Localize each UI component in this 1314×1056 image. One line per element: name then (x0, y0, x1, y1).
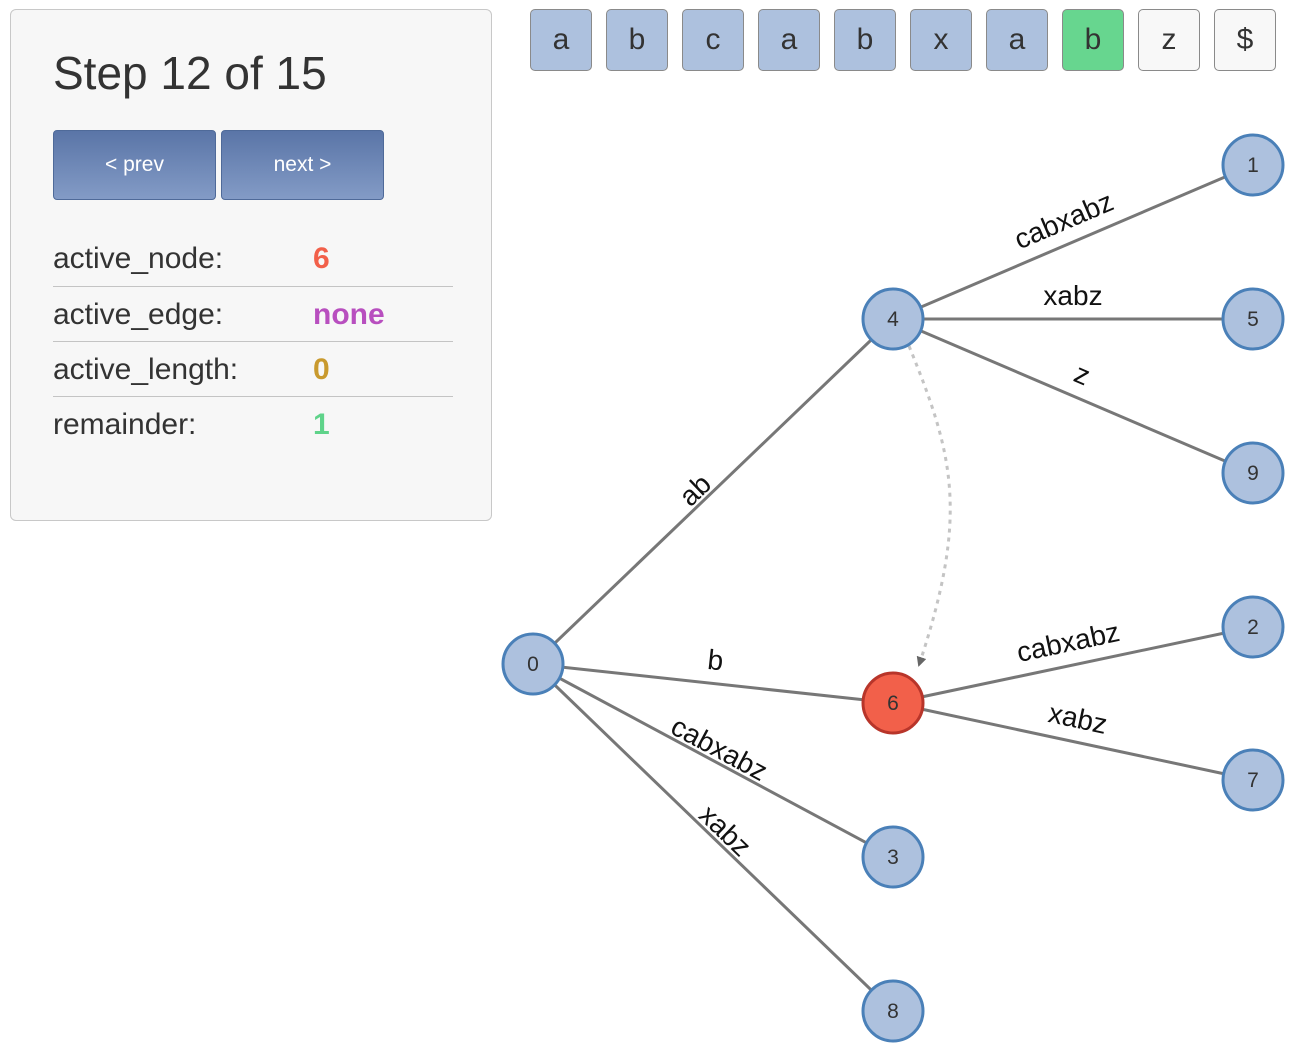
node-label: 6 (887, 692, 899, 715)
tape-cell-current: b (1062, 9, 1124, 71)
node-label: 0 (527, 653, 539, 676)
edge-label: xabz (693, 799, 757, 862)
edge-label: xabz (1043, 280, 1102, 311)
tape-cell: a (758, 9, 820, 71)
tree-edge (532, 662, 894, 859)
node-circle (1221, 595, 1285, 659)
state-divider (53, 396, 453, 397)
tree-node: 5 (1221, 287, 1285, 351)
active-length-key: active_length: (53, 353, 239, 386)
step-title: Step 12 of 15 (53, 47, 327, 99)
node-label: 2 (1247, 616, 1259, 639)
tree-node: 9 (1221, 441, 1285, 505)
node-circle (861, 671, 925, 735)
active-node-key: active_node: (53, 242, 224, 275)
tape-cell: b (834, 9, 896, 71)
active-edge-value: none (313, 298, 385, 331)
active-tree-node: 6 (861, 671, 925, 735)
tape-cell: z (1138, 9, 1200, 71)
edge-label: cabxabz (666, 710, 773, 787)
node-label: 4 (887, 308, 899, 331)
node-label: 5 (1247, 308, 1259, 331)
node-label: 1 (1247, 154, 1259, 177)
remainder-row: remainder: 1 (53, 396, 453, 451)
tree-edge (531, 662, 895, 1013)
node-circle (1221, 748, 1285, 812)
state-divider (53, 341, 453, 342)
tree-edge (892, 317, 1254, 475)
node-circle (861, 979, 925, 1043)
suffix-link-arrow (907, 345, 952, 667)
step-panel: Step 12 of 15 < prev next > active_node:… (10, 9, 492, 521)
tape-cell: $ (1214, 9, 1276, 71)
remainder-value: 1 (313, 408, 330, 441)
tree-node: 4 (861, 287, 925, 351)
tape-cell: a (986, 9, 1048, 71)
state-divider (53, 286, 453, 287)
node-circle (1221, 441, 1285, 505)
tree-node: 2 (1221, 595, 1285, 659)
tape-cell: c (682, 9, 744, 71)
tree-edge (892, 625, 1254, 705)
node-circle (1221, 287, 1285, 351)
active-length-value: 0 (313, 353, 330, 386)
edge-label: cabxabz (1014, 616, 1122, 668)
next-button[interactable]: next > (221, 130, 384, 200)
edge-label: z (1070, 357, 1095, 391)
active-edge-key: active_edge: (53, 298, 224, 331)
tape-cell: b (606, 9, 668, 71)
tape-cell: x (910, 9, 972, 71)
node-label: 7 (1247, 769, 1259, 792)
node-circle (861, 287, 925, 351)
tree-node: 7 (1221, 748, 1285, 812)
tree-node: 3 (861, 825, 925, 889)
node-circle (501, 632, 565, 696)
node-circle (1221, 133, 1285, 197)
edge-label: ab (673, 468, 717, 512)
node-circle (861, 825, 925, 889)
prev-button[interactable]: < prev (53, 130, 216, 200)
tree-node: 0 (501, 632, 565, 696)
active-edge-row: active_edge: none (53, 286, 453, 341)
tree-edge (532, 662, 894, 705)
active-length-row: active_length: 0 (53, 341, 453, 396)
tree-edge (892, 701, 1254, 782)
tree-node: 8 (861, 979, 925, 1043)
remainder-key: remainder: (53, 408, 197, 441)
tree-edge (531, 317, 895, 666)
tree-node: 1 (1221, 133, 1285, 197)
tree-edge (892, 163, 1254, 321)
node-label: 3 (887, 846, 899, 869)
tape-cell: a (530, 9, 592, 71)
active-node-row: active_node: 6 (53, 230, 453, 285)
node-label: 9 (1247, 462, 1259, 485)
edge-label: xabz (1046, 697, 1110, 740)
edge-label: b (706, 644, 725, 676)
node-label: 8 (887, 1000, 899, 1023)
active-node-value: 6 (313, 242, 330, 275)
